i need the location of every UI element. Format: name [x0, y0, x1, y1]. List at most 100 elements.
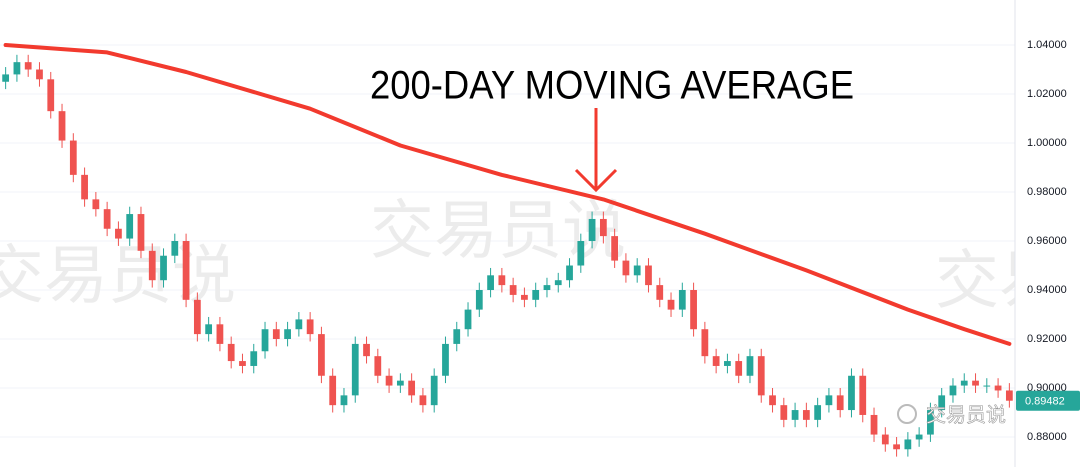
candle-body	[47, 79, 55, 112]
y-tick-label: 1.04000	[1027, 39, 1067, 51]
candle-body	[239, 361, 246, 366]
y-tick-label: 0.96000	[1027, 235, 1067, 247]
candles	[2, 54, 1013, 457]
candle-body	[295, 319, 303, 330]
arrow-head	[574, 168, 618, 193]
candle-body	[802, 410, 810, 420]
candle-body	[904, 439, 912, 450]
candle-body	[36, 69, 43, 80]
y-tick-label: 0.98000	[1027, 186, 1067, 198]
candle-body	[927, 410, 934, 435]
candle-body	[329, 375, 337, 406]
arrow	[574, 108, 618, 193]
candle-body	[442, 343, 449, 376]
candle-body	[521, 294, 528, 300]
candle-body	[881, 434, 889, 445]
candle-body	[487, 275, 494, 291]
candle-body	[780, 405, 788, 420]
candle-body	[430, 375, 438, 406]
candle-body	[92, 199, 100, 210]
candle-body	[227, 343, 235, 362]
candle-body	[408, 380, 416, 396]
candle-body	[1005, 390, 1013, 401]
y-tick-label: 0.94000	[1027, 284, 1067, 296]
candle-body	[599, 218, 607, 237]
y-tick-label: 1.02000	[1027, 88, 1067, 100]
candle-body	[464, 309, 472, 330]
candle-body	[182, 241, 190, 300]
candle-body	[148, 250, 156, 281]
candle-body	[115, 228, 122, 239]
candle-body	[588, 218, 596, 242]
candle-body	[272, 329, 280, 340]
watermark: 交易员说	[370, 195, 626, 269]
candle-body	[340, 395, 348, 406]
candle-body	[58, 111, 66, 141]
candle-body	[712, 356, 720, 366]
candle-body	[678, 290, 686, 310]
candle-body	[983, 385, 991, 387]
candle-body	[645, 265, 652, 286]
candle-body	[972, 380, 979, 386]
candle-body	[938, 395, 946, 411]
candle-body	[994, 385, 1002, 391]
candle-body	[306, 319, 314, 335]
candle-body	[848, 375, 855, 411]
candle-body	[769, 395, 776, 406]
y-tick-label: 1.00000	[1027, 137, 1067, 149]
candle-body	[701, 329, 709, 357]
last-price-box	[1016, 390, 1080, 411]
candle-body	[859, 375, 867, 415]
candle-body	[13, 62, 21, 75]
candle-body	[724, 361, 731, 366]
candle-body	[396, 380, 404, 386]
candle-body	[622, 260, 630, 276]
candle-body	[81, 174, 88, 200]
candle-body	[746, 356, 754, 376]
moving-average-line	[3, 43, 1012, 346]
candle-body	[2, 74, 10, 82]
last-price: 0.89482	[1016, 390, 1080, 411]
candle-body	[611, 236, 619, 261]
candle-body	[656, 285, 664, 300]
y-tick-label: 0.88000	[1027, 431, 1067, 443]
candle-body	[419, 395, 427, 406]
y-tick-label: 0.92000	[1027, 333, 1067, 345]
candle-body	[893, 444, 900, 450]
candle-body	[825, 395, 833, 406]
candle-body	[791, 410, 799, 420]
candle-body	[284, 329, 291, 340]
candle-body	[103, 209, 111, 229]
price-axis	[1015, 0, 1080, 467]
candle-body	[735, 361, 743, 376]
price-axis-labels: 0.880000.900000.920000.940000.960000.980…	[1027, 39, 1067, 443]
candle-body	[566, 265, 573, 281]
candle-body	[69, 140, 77, 175]
annotation: 200-DAY MOVING AVERAGE	[370, 64, 854, 108]
candle-body	[814, 405, 822, 420]
logo-text: 交易员说	[926, 403, 1006, 427]
candle-body	[126, 214, 134, 239]
candle-body	[160, 255, 167, 281]
candle-body	[385, 375, 393, 386]
candle-body	[949, 385, 957, 396]
candle-body	[137, 214, 145, 251]
moving-average	[3, 43, 1012, 346]
candle-body	[577, 241, 585, 266]
candle-body	[171, 241, 179, 256]
candle-body	[193, 299, 201, 335]
candle-body	[757, 356, 765, 396]
candle-body	[633, 265, 641, 276]
last-price-label: 0.89482	[1025, 396, 1065, 408]
candle-body	[532, 290, 540, 300]
candle-body	[915, 434, 923, 440]
candle-body	[216, 324, 224, 344]
candle-body	[543, 285, 551, 291]
logo-icon	[897, 404, 917, 424]
candle-body	[554, 280, 562, 286]
candle-body	[453, 329, 461, 344]
candle-body	[836, 395, 844, 411]
candle-body	[261, 329, 269, 352]
logo: 交易员说	[897, 402, 1006, 427]
